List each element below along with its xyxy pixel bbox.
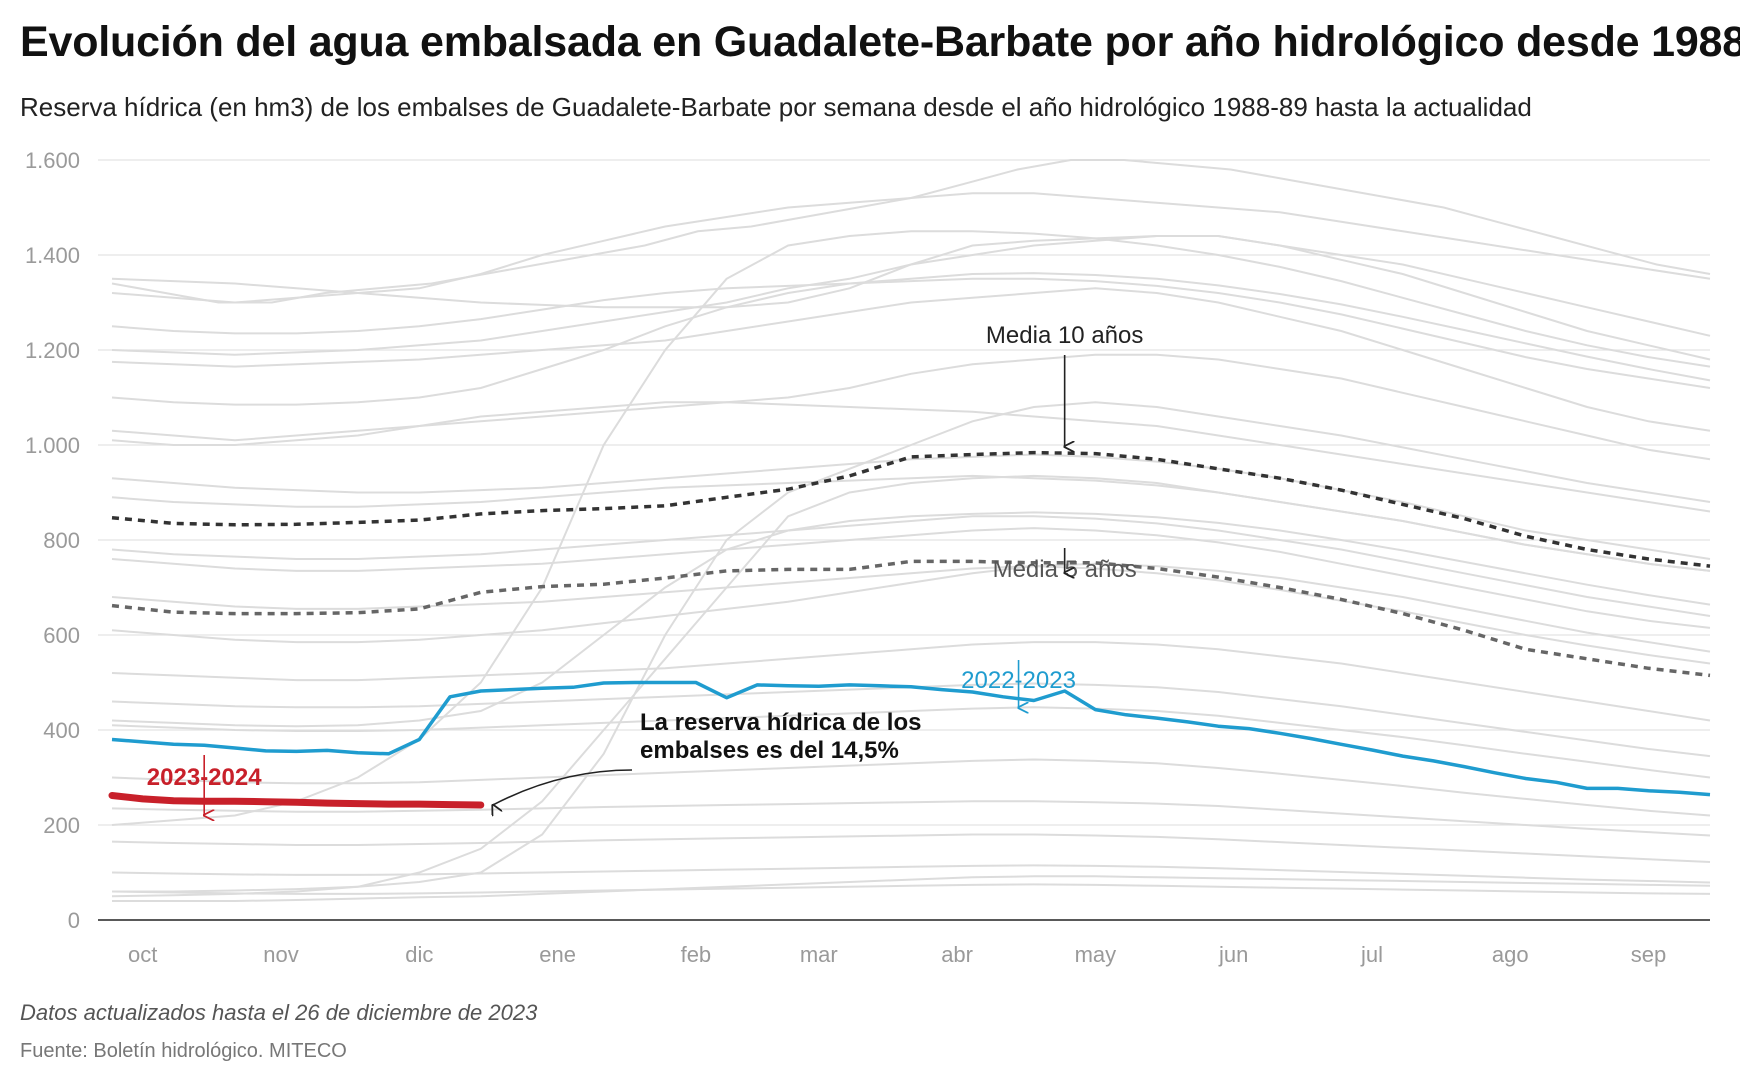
x-axis-ticks: oct nov dic ene feb mar abr may jun jul ago sep xyxy=(128,942,1666,967)
background-series-line xyxy=(111,527,1711,629)
y-tick-label: 0 xyxy=(68,908,80,933)
x-tick-label: ene xyxy=(539,942,576,967)
annotation-note-line1: La reserva hídrica de los xyxy=(640,709,921,736)
footer-source: Fuente: Boletín hidrológico. MITECO xyxy=(20,1040,347,1062)
annotation-mean-10: Media 10 años xyxy=(986,322,1143,349)
x-tick-label: jun xyxy=(1218,942,1248,967)
background-series-line xyxy=(111,706,1711,779)
background-series-line xyxy=(111,277,1711,389)
background-series-line xyxy=(111,353,1711,461)
page-subtitle: Reserva hídrica (en hm3) de los embalses… xyxy=(20,92,1532,122)
background-series-line xyxy=(111,565,1711,665)
background-series-line xyxy=(111,287,1711,432)
background-series-line xyxy=(111,800,1711,837)
background-series-line xyxy=(111,401,1711,513)
page-title: Evolución del agua embalsada en Guadalet… xyxy=(20,18,1740,66)
arrow-note xyxy=(493,769,633,805)
footer-update-note: Datos actualizados hasta el 26 de diciem… xyxy=(20,1000,538,1025)
reference-series-layer xyxy=(111,450,1711,678)
background-series-line xyxy=(111,758,1711,817)
y-tick-label: 1.400 xyxy=(25,243,80,268)
background-series-line xyxy=(111,641,1711,722)
background-series-line xyxy=(111,864,1711,884)
y-tick-label: 1.600 xyxy=(25,148,80,173)
x-tick-label: feb xyxy=(681,942,712,967)
series-2023-2024-line xyxy=(108,792,485,809)
x-tick-label: oct xyxy=(128,942,157,967)
mean-5-years-line xyxy=(111,559,1711,678)
x-tick-label: mar xyxy=(800,942,838,967)
background-series-line xyxy=(111,511,1711,728)
x-tick-label: jul xyxy=(1360,942,1383,967)
background-series-line xyxy=(111,235,1711,361)
series-2022-2023-line xyxy=(111,680,1711,797)
background-series-line xyxy=(112,875,1711,902)
x-tick-label: abr xyxy=(941,942,973,967)
background-series-line xyxy=(111,562,1711,653)
background-series-line xyxy=(111,192,1711,304)
x-tick-label: nov xyxy=(263,942,298,967)
y-tick-label: 200 xyxy=(43,813,80,838)
mean-10-years-line xyxy=(111,450,1711,568)
background-series-line xyxy=(112,401,1711,893)
y-axis-ticks: 0 200 400 600 800 1.000 1.200 1.400 1.600 xyxy=(25,148,80,933)
y-tick-label: 400 xyxy=(43,718,80,743)
background-series-line xyxy=(111,230,1711,826)
x-tick-label: sep xyxy=(1631,942,1666,967)
background-series-line xyxy=(111,515,1711,617)
y-tick-label: 800 xyxy=(43,528,80,553)
x-tick-label: ago xyxy=(1492,942,1529,967)
x-tick-label: dic xyxy=(405,942,433,967)
y-tick-label: 1.200 xyxy=(25,338,80,363)
background-series-line xyxy=(111,833,1711,863)
background-series-line xyxy=(111,474,1711,898)
y-tick-label: 600 xyxy=(43,623,80,648)
background-series-layer xyxy=(111,159,1711,902)
highlighted-series-layer xyxy=(108,680,1711,809)
y-tick-label: 1.000 xyxy=(25,433,80,458)
background-series-line xyxy=(111,453,1711,560)
reservoir-line-chart: 0 200 400 600 800 1.000 1.200 1.400 1.600 oct nov… xyxy=(25,148,1711,967)
x-tick-label: may xyxy=(1075,942,1117,967)
background-series-line xyxy=(111,235,1711,337)
background-series-line xyxy=(111,272,1711,406)
background-series-line xyxy=(111,883,1711,895)
annotation-note-line2: embalses es del 14,5% xyxy=(640,737,899,764)
